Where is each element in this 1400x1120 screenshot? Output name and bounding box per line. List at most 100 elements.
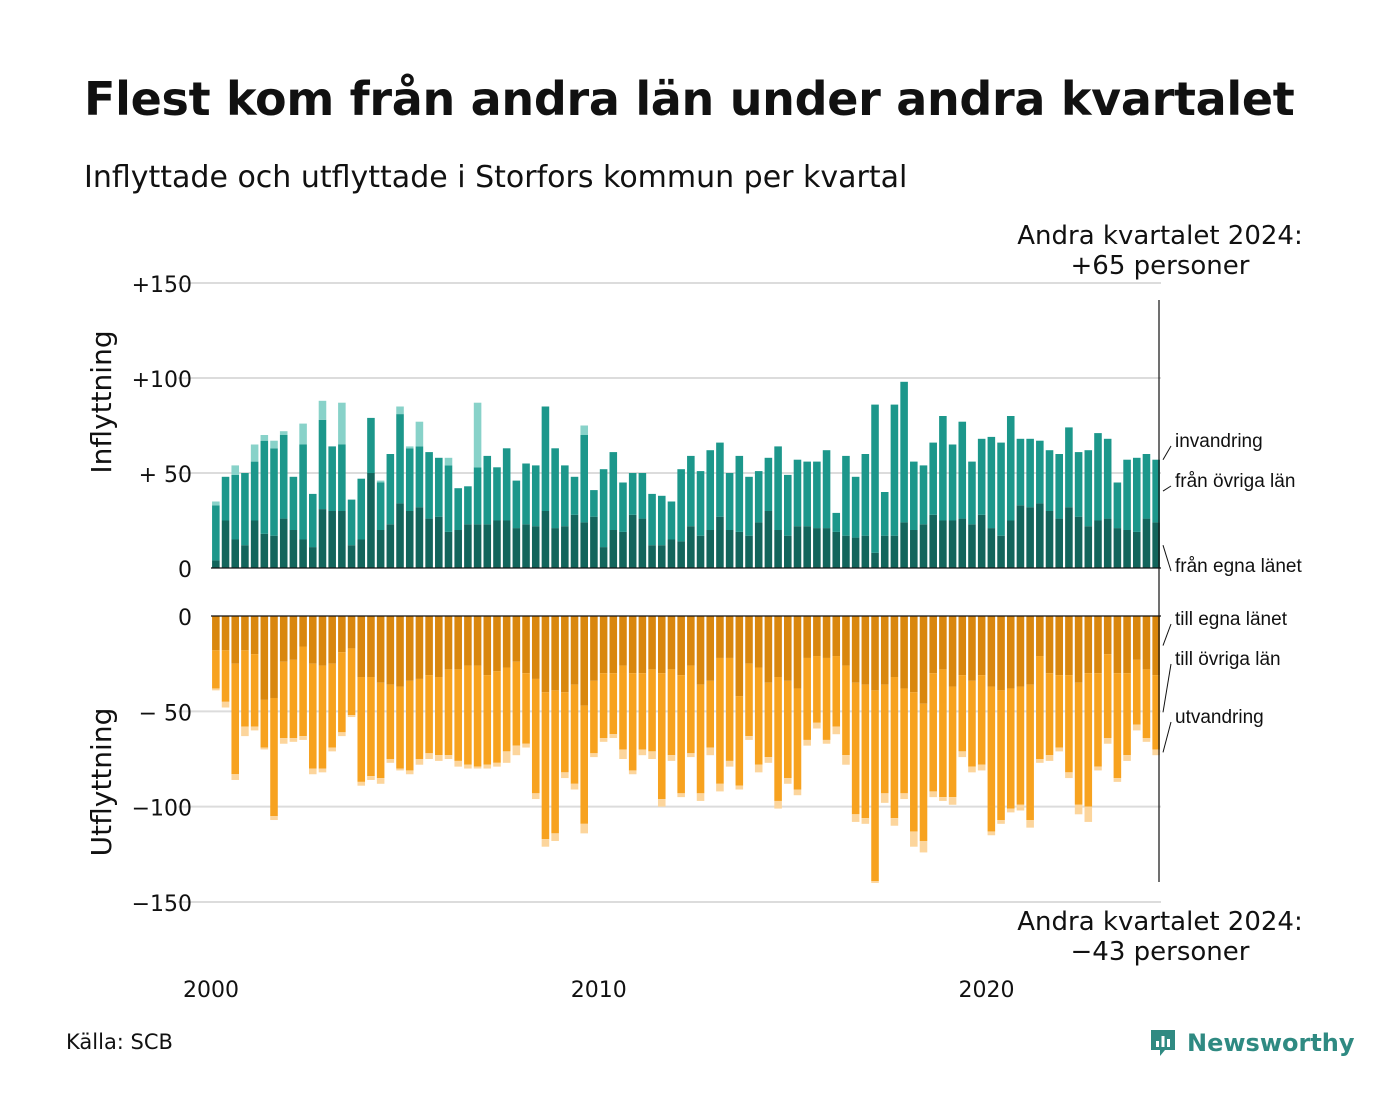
utflyttning-bar [1026,616,1034,685]
utflyttning-bar [774,616,782,678]
chart-title: Flest kom från andra län under andra kva… [84,72,1295,126]
utflyttning-bar [531,616,540,679]
inflyttning-bar [919,524,928,568]
utflyttning-bar [1016,616,1025,687]
utflyttning-bar [551,690,559,834]
newsworthy-logo-icon [1151,1030,1175,1056]
inflyttning-bar [1065,507,1073,568]
utflyttning-bar [958,616,967,676]
utflyttning-bar [754,667,763,765]
inflyttning-bar [531,526,540,568]
label-leader [1162,485,1172,492]
utflyttning-bar [212,616,220,651]
inflyttning-bar [386,524,395,568]
utflyttning-bar [396,686,404,769]
utflyttning-bar [444,616,453,670]
utflyttning-bar [309,768,317,775]
inflyttning-bar [357,478,366,540]
utflyttning-bar [628,770,637,775]
inflyttning-bar [483,524,492,568]
utflyttning-bar [1055,675,1063,748]
utflyttning-bar [473,766,482,769]
inflyttning-bar [502,448,511,521]
inflyttning-bar [570,476,579,515]
utflyttning-bar [1065,675,1073,773]
utflyttning-bar [735,616,744,697]
utflyttning-bar [900,688,908,794]
inflyttning-bar [638,473,647,519]
utflyttning-bar [376,616,385,683]
utflyttning-bar [754,764,763,773]
utflyttning-bar [212,688,220,691]
utflyttning-bar [939,797,947,801]
utflyttning-bar [396,616,404,687]
y-tick-label: − 50 [139,701,192,726]
inflyttning-bar [415,507,424,568]
series-label: till egna länet [1175,609,1288,630]
utflyttning-bar [1084,616,1093,674]
inflyttning-bar [318,419,327,510]
inflyttning-bar [890,404,899,536]
inflyttning-bar [648,493,656,546]
utflyttning-bar [1094,616,1102,674]
series-label: utvandring [1175,707,1264,728]
utflyttning-bar [619,749,627,759]
inflyttning-bar [221,476,230,521]
inflyttning-bar [376,480,385,483]
inflyttning-bar [861,454,870,536]
inflyttning-bar [1123,530,1131,568]
inflyttning-bar [473,402,482,468]
utflyttning-bar [725,760,734,767]
inflyttning-bar [842,535,850,568]
inflyttning-bar [851,476,860,538]
inflyttning-bar [958,518,967,568]
utflyttning-bar [415,616,424,679]
inflyttning-bar [822,528,831,568]
utflyttning-bar [260,747,269,750]
inflyttning-bar [648,545,656,568]
utflyttning-bar [871,616,879,691]
inflyttning-bar [851,537,860,568]
utflyttning-bar [212,650,220,689]
utflyttning-bar [842,616,850,666]
utflyttning-bar [968,616,976,681]
utflyttning-bar [871,881,879,883]
inflyttning-bar [502,520,511,568]
utflyttning-bar [822,739,831,744]
inflyttning-bar [405,448,414,511]
utflyttning-bar [900,793,908,800]
utflyttning-bar [541,692,550,840]
utflyttning-bar [599,616,608,674]
utflyttning-bar [910,616,918,693]
utflyttning-bar [745,736,753,740]
utflyttning-bar [347,715,356,718]
utflyttning-bar [590,680,598,754]
utflyttning-bar [367,616,375,678]
inflyttning-bar [929,442,937,515]
utflyttning-bar [483,675,492,765]
inflyttning-bar [1103,518,1112,568]
inflyttning-bar [231,539,240,568]
utflyttning-bar [1074,682,1083,805]
inflyttning-bar [425,452,433,519]
utflyttning-bar [386,616,395,685]
utflyttning-bar [968,680,976,767]
utflyttning-bar [1094,766,1102,771]
inflyttning-bar [619,531,627,568]
inflyttning-bar [1006,416,1015,521]
inflyttning-bar [309,547,317,568]
inflyttning-bar [580,435,588,523]
utflyttning-bar [396,768,404,771]
utflyttning-bar [842,665,850,756]
inflyttning-bar [396,406,404,415]
utflyttning-bar [221,616,230,651]
utflyttning-bar [580,823,588,834]
utflyttning-bar [1036,616,1044,657]
inflyttning-bar [784,474,792,536]
inflyttning-bar [871,552,879,568]
x-tick-label: 2000 [183,978,239,1003]
utflyttning-bar [1065,616,1073,676]
utflyttning-bar [367,776,375,780]
inflyttning-bar [939,416,947,521]
inflyttning-bar [425,518,433,568]
